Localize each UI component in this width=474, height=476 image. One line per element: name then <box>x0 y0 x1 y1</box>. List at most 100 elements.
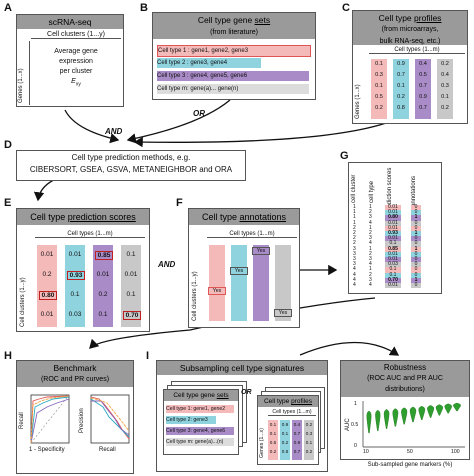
c-cell: 0.1 <box>397 83 405 89</box>
f-yes-3: Yes <box>252 247 270 255</box>
g-hdr-cluster: cell cluster <box>351 174 357 203</box>
g-score: 0.01 <box>385 204 401 211</box>
f-yes-2: Yes <box>230 267 248 275</box>
panel-c-matrix: 0.1 0.3 0.1 0.5 0.2 0.9 0.7 0.1 0.2 0.8 0.4 0.5 0.7 0… <box>371 59 463 119</box>
i-cell: 0.4 <box>293 422 301 427</box>
arrow-c-to-d <box>133 119 396 148</box>
i-cell: 0.5 <box>269 440 277 445</box>
panel-a-box: scRNA-seq Cell clusters (1...y) Genes (1… <box>16 14 124 107</box>
panel-a-description: Average gene expression per cluster Exy <box>54 48 98 88</box>
g-type: 1 <box>369 224 372 231</box>
panel-h-label: H <box>4 350 12 362</box>
g-score: 0.1 <box>385 272 401 278</box>
c-cell: 0.9 <box>397 61 405 67</box>
panel-d-label: D <box>4 139 12 151</box>
c-cell: 0.4 <box>441 72 449 78</box>
set-row-2: Cell type 2 : gene3, gene4 <box>157 58 261 68</box>
h-recall2-label: Recall <box>99 447 116 453</box>
e-cell: 0.70 <box>123 311 141 320</box>
panel-h-title: Benchmark (ROC and PR curves) <box>17 361 133 387</box>
g-type: 1 <box>369 266 372 273</box>
f-yes-4: Yes <box>274 309 292 317</box>
g-annot: 0 <box>411 256 421 263</box>
violin-7 <box>418 405 426 420</box>
g-type: 2 <box>369 271 372 278</box>
g-cluster: 4 <box>353 266 356 273</box>
arrow-a-to-d <box>64 109 120 144</box>
panel-c-genes: Genes (1...x) <box>355 84 361 119</box>
g-annot: 0 <box>411 267 421 273</box>
violin-10 <box>444 403 452 414</box>
c-cell: 0.1 <box>441 94 449 100</box>
i-cell: 0.8 <box>281 449 289 454</box>
i-cell: 0.7 <box>293 431 301 436</box>
c-cell: 0.5 <box>419 72 427 78</box>
c-cell: 0.3 <box>441 83 449 89</box>
g-score: 0.1 <box>385 267 401 273</box>
e-cell: 0.01 <box>68 251 82 258</box>
f-bar-4 <box>275 245 291 321</box>
panel-a-divider <box>29 41 30 105</box>
i-cell: 0.1 <box>269 431 277 436</box>
panel-j-title: Robustness (ROC AUC and PR AUC distributio… <box>341 361 469 397</box>
i-prof-matrix: 0.1 0.1 0.5 0.2 0.9 0.1 0.2 0.8 0.4 0.7 0.9 0.7 0.2 0… <box>268 420 316 460</box>
panel-i-title: Subsampling cell type signatures <box>157 361 327 375</box>
g-annot: 0 <box>411 272 421 278</box>
g-score: 0.70 <box>385 277 401 283</box>
panel-f-label: F <box>176 197 183 209</box>
f-yes-1: Yes <box>208 287 226 295</box>
e-cell: 0.1 <box>126 251 136 258</box>
g-score: 0.01 <box>385 282 401 289</box>
i-col-1 <box>268 420 278 460</box>
panel-c-title: Cell type profiles (from microarrays, bu… <box>353 11 467 45</box>
g-annot: 0 <box>411 235 421 242</box>
c-cell: 0.2 <box>375 105 383 111</box>
panel-a-title: scRNA-seq <box>17 15 123 29</box>
c-cell: 0.4 <box>419 61 427 67</box>
i-prof-celltypes: Cell types (1...m) <box>268 409 316 416</box>
g-type: 4 <box>369 219 372 226</box>
g-type: 4 <box>369 240 372 247</box>
c-cell: 0.2 <box>397 94 405 100</box>
i-cell: 0.1 <box>269 422 277 427</box>
violin-plot <box>362 401 465 448</box>
e-col-3 <box>93 245 113 327</box>
i-set-row-2: Cell type 2: gene3 <box>166 416 216 424</box>
c-col-2 <box>393 59 409 119</box>
e-cell: 0.2 <box>98 291 108 298</box>
violin-3 <box>383 409 390 429</box>
g-type: 2 <box>369 209 372 216</box>
panel-f-box: Cell type annotations Cell types (1...m)… <box>188 208 300 328</box>
e-cell: 0.93 <box>67 271 85 280</box>
g-type: 3 <box>369 276 372 283</box>
i-prof-card: Cell type profiles Cell types (1...m) Ge… <box>257 395 319 465</box>
violin-8 <box>427 405 435 418</box>
c-cell: 0.1 <box>375 83 383 89</box>
g-hdr-annot: annotations <box>411 175 417 207</box>
panel-d-line1: Cell type prediction methods, e.g. <box>71 153 191 162</box>
i-cell: 0.9 <box>293 440 301 445</box>
c-cell: 0.7 <box>397 72 405 78</box>
violin-1 <box>366 410 372 434</box>
i-prof-title: Cell type profiles <box>258 396 318 407</box>
panel-i-label: I <box>146 350 150 362</box>
i-cell: 0.2 <box>269 449 277 454</box>
panel-h-box: Benchmark (ROC and PR curves) Recall 1 - … <box>16 360 134 474</box>
h-curves <box>30 394 130 444</box>
panel-c-celltypes: Cell types (1...m) <box>369 47 465 54</box>
i-cell: 0.1 <box>281 431 289 436</box>
g-type: 4 <box>369 261 372 268</box>
e-cell: 0.1 <box>126 291 136 298</box>
e-cell: 0.01 <box>124 271 138 278</box>
g-score: 0.01 <box>385 220 401 226</box>
g-annot: 0 <box>411 261 421 268</box>
panel-b-title: Cell type gene sets (from literature) <box>153 13 315 39</box>
e-cell: 0.1 <box>98 311 108 318</box>
i-cell: 0.1 <box>305 440 313 445</box>
g-annot: 0 <box>411 251 421 257</box>
panel-c-box: Cell type profiles (from microarrays, bu… <box>352 10 468 124</box>
arrow-g-to-h <box>89 297 376 349</box>
panel-g-label: G <box>340 150 349 162</box>
g-score: 0.1 <box>385 241 401 247</box>
g-cluster: 2 <box>353 230 356 236</box>
